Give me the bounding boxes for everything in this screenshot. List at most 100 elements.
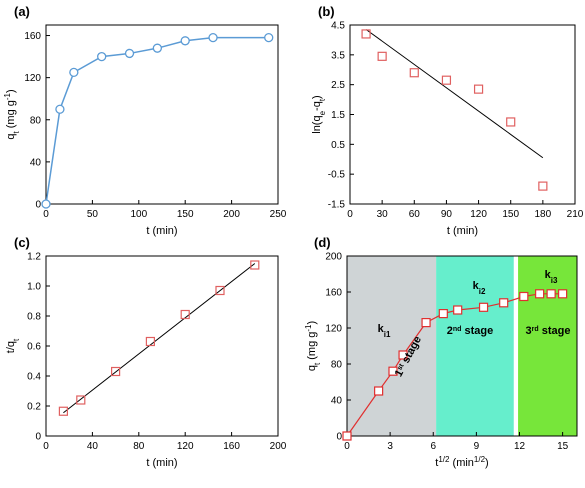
data-point	[377, 51, 387, 61]
data-point	[453, 305, 463, 315]
x-tick-label: 40	[87, 441, 99, 452]
y-tick-label: 4.5	[331, 21, 345, 32]
data-point	[41, 199, 51, 209]
k-sub: i3	[551, 276, 558, 285]
x-tick-label: 90	[441, 209, 453, 220]
y-tick-label: 0	[35, 200, 41, 211]
stage-2-band	[436, 256, 514, 436]
x-tick-label: 200	[270, 441, 287, 452]
k-sub: i2	[479, 287, 486, 296]
y-label-sub: t	[12, 131, 21, 134]
data-point	[438, 309, 448, 319]
y-tick-label: 40	[331, 396, 343, 407]
y-label-sub: e	[318, 110, 327, 115]
x-tick-label: 0	[43, 441, 49, 452]
y-label-sup: -1	[304, 324, 313, 332]
stage-label: 3rd stage	[526, 325, 571, 337]
x-tick-label: 150	[177, 209, 194, 220]
panel-c: (c) 0 40 80 120 160 200 0 0.2 0.4 0.6 0.8 1.0 1.2 t (m…	[5, 235, 287, 469]
x-tick-label: 210	[567, 209, 584, 220]
stage-1-band	[347, 256, 437, 436]
data-point	[124, 48, 135, 59]
y-tick-label: 160	[325, 288, 342, 299]
data-point	[180, 36, 190, 46]
data-point	[535, 289, 545, 299]
stage-sup: rd	[532, 326, 539, 333]
y-tick-label: 0.5	[331, 140, 345, 151]
data-point	[250, 260, 260, 270]
fit-line	[365, 29, 544, 159]
rate-constant-label: ki3	[545, 269, 558, 285]
k-sub: i1	[384, 330, 391, 339]
data-point	[76, 395, 86, 405]
data-point	[499, 298, 509, 308]
x-tick-label: 200	[223, 209, 240, 220]
panel-b: (b) 0 30 60 90 120 150 180 210 -1.5 -0.5 0.5 1.5 2.5 3…	[311, 4, 584, 237]
y-tick-label: 40	[30, 157, 42, 168]
panel-label: (b)	[318, 4, 335, 19]
x-tick-label: 100	[130, 209, 147, 220]
x-axis-label: t (min)	[447, 225, 478, 237]
x-label-main: t (min)	[146, 225, 177, 237]
y-tick-label: 1.5	[331, 110, 345, 121]
rate-constant-label: ki1	[378, 323, 391, 339]
data-point	[110, 366, 121, 377]
k-main: k	[473, 280, 480, 292]
x-tick-label: 9	[474, 441, 480, 452]
data-point	[546, 289, 556, 299]
x-tick-label: 80	[133, 441, 145, 452]
y-label-mid: -q	[311, 101, 323, 111]
stage-num: 1	[393, 368, 406, 379]
stage-tail: stage	[461, 325, 493, 337]
y-axis-label: qt (mg g-1)	[304, 321, 322, 371]
data-point	[55, 104, 65, 114]
plot-frame	[45, 255, 279, 437]
y-axis-label: qt (mg g-1)	[3, 89, 21, 139]
data-point	[421, 318, 431, 328]
data-point	[473, 84, 484, 94]
data-point	[145, 336, 155, 347]
x-label-tail: (min	[449, 457, 473, 469]
x-tick-label: 0	[344, 441, 350, 452]
x-axis-label: t (min)	[146, 457, 177, 469]
data-point	[519, 291, 529, 302]
x-tick-label: 0	[347, 209, 353, 220]
y-tick-label: -0.5	[328, 170, 346, 181]
data-point	[409, 68, 419, 78]
x-tick-label: 50	[87, 209, 99, 220]
y-tick-label: 160	[24, 31, 41, 42]
stage-sup: st	[396, 362, 405, 371]
y-tick-label: 2.5	[331, 80, 345, 91]
panel-label: (d)	[314, 235, 331, 250]
x-tick-label: 60	[409, 209, 421, 220]
x-tick-label: 3	[387, 441, 393, 452]
y-label-sub: t	[318, 98, 327, 101]
stage-sup: nd	[453, 326, 462, 333]
y-label-sub: t	[12, 338, 21, 341]
x-label-main: t	[435, 457, 438, 469]
stage-num: 3	[526, 325, 532, 337]
x-tick-label: 0	[43, 209, 49, 220]
x-tick-label: 6	[430, 441, 436, 452]
data-point	[388, 366, 398, 376]
plot-frame	[346, 255, 578, 437]
x-tick-label: 12	[514, 441, 526, 452]
y-label-main: t/q	[5, 341, 17, 353]
y-label-main: q	[306, 365, 318, 371]
stage-tail: stage	[539, 325, 571, 337]
x-tick-label: 160	[223, 441, 240, 452]
x-tick-label: 30	[377, 209, 389, 220]
x-label-main: t (min)	[146, 457, 177, 469]
x-tick-label: 180	[535, 209, 552, 220]
y-tick-label: 0.8	[27, 312, 41, 323]
x-tick-label: 120	[470, 209, 487, 220]
y-tick-label: 0	[336, 432, 342, 443]
y-label-close: )	[311, 95, 323, 99]
y-tick-label: 120	[325, 324, 342, 335]
y-axis-label: t/qt	[5, 338, 21, 353]
x-tick-label: 250	[270, 209, 287, 220]
data-point	[208, 32, 218, 43]
y-label-main: ln(q	[311, 115, 323, 133]
